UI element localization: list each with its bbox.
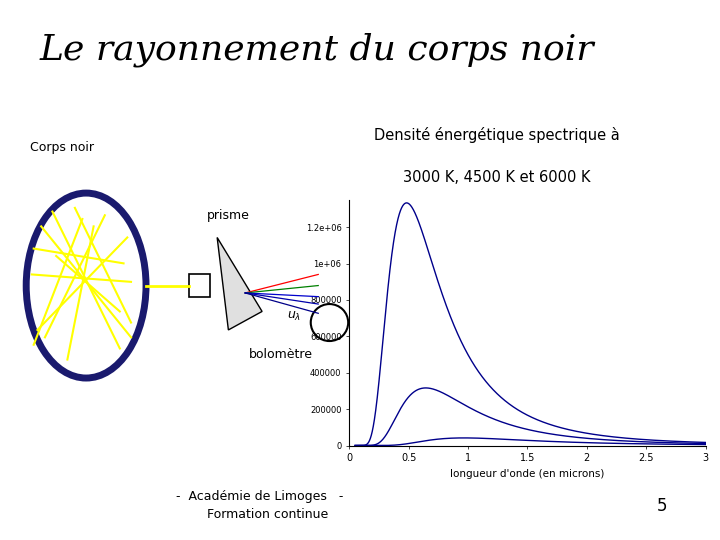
Text: 5: 5 bbox=[657, 497, 667, 515]
Polygon shape bbox=[217, 238, 262, 330]
Text: Le rayonnement du corps noir: Le rayonnement du corps noir bbox=[40, 33, 594, 67]
Text: 3000 K, 4500 K et 6000 K: 3000 K, 4500 K et 6000 K bbox=[403, 171, 590, 185]
X-axis label: longueur d'onde (en microns): longueur d'onde (en microns) bbox=[450, 469, 605, 478]
Text: Densité énergétique spectrique à: Densité énergétique spectrique à bbox=[374, 127, 620, 143]
Y-axis label: $u_\lambda$: $u_\lambda$ bbox=[287, 309, 302, 322]
Bar bbox=[189, 274, 210, 296]
Text: Corps noir: Corps noir bbox=[30, 140, 94, 153]
Text: bolomètre: bolomètre bbox=[249, 348, 312, 361]
Text: -  Académie de Limoges   -
    Formation continue: - Académie de Limoges - Formation contin… bbox=[176, 490, 343, 521]
Text: prisme: prisme bbox=[207, 209, 250, 222]
